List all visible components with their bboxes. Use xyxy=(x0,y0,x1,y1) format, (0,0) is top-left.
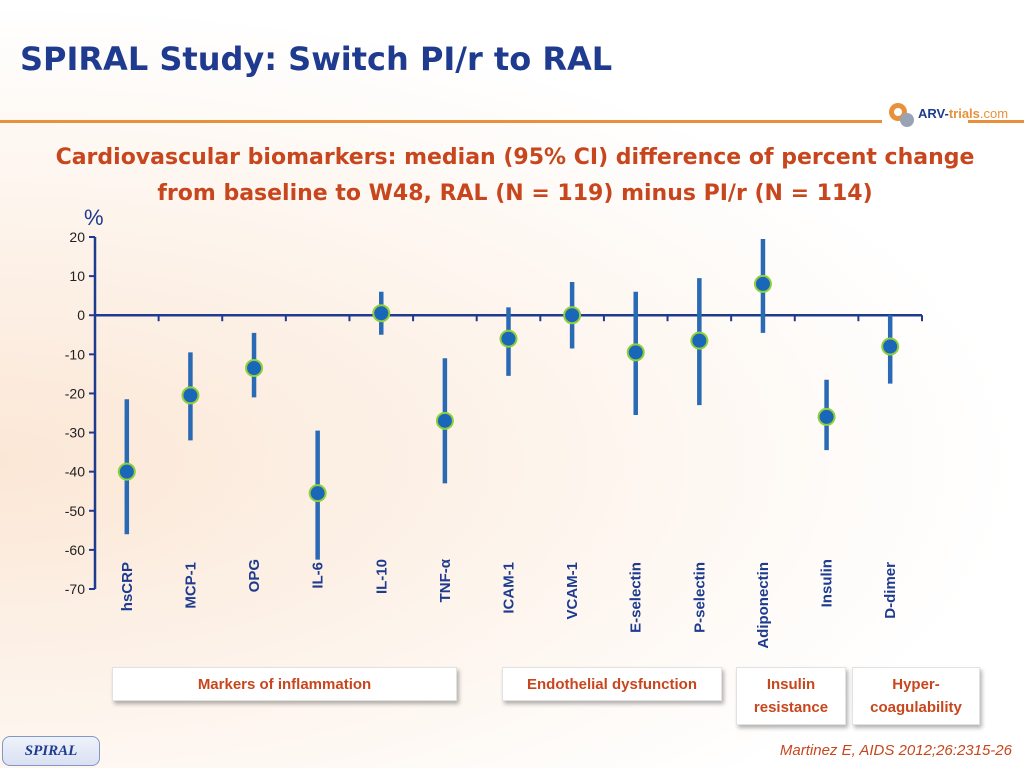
logo-text-arv: ARV- xyxy=(918,106,949,121)
median-point xyxy=(817,407,836,426)
category-label: VCAM-1 xyxy=(564,562,581,620)
header-divider xyxy=(0,120,882,123)
logo-text: ARV-trials.com xyxy=(918,106,1008,121)
group-endothelial-dysfunction: Endothelial dysfunction xyxy=(502,667,722,701)
category-label: OPG xyxy=(246,559,263,592)
y-tick-label: -60 xyxy=(65,542,85,558)
median-point xyxy=(563,306,582,325)
category-label: IL-10 xyxy=(373,559,390,594)
y-tick-label: 0 xyxy=(77,307,85,323)
y-tick-label: -70 xyxy=(65,581,85,597)
category-label: hsCRP xyxy=(119,562,136,611)
category-label: D-dimer xyxy=(882,562,899,619)
header-divider-right xyxy=(968,120,1024,123)
median-point xyxy=(626,343,645,362)
category-label: Insulin xyxy=(819,559,836,607)
category-label: P-selectin xyxy=(691,562,708,633)
median-point xyxy=(181,386,200,405)
logo-text-trials: trials xyxy=(948,106,980,121)
category-label: IL-6 xyxy=(310,562,327,589)
category-label: TNF-α xyxy=(437,558,454,602)
median-point xyxy=(881,337,900,356)
median-point xyxy=(499,329,518,348)
citation: Martinez E, AIDS 2012;26:2315-26 xyxy=(779,742,1012,759)
y-tick-label: -30 xyxy=(65,425,85,441)
logo-mark-icon xyxy=(889,103,914,127)
subtitle-line-1: Cardiovascular biomarkers: median (95% C… xyxy=(55,145,975,170)
median-point xyxy=(117,462,136,481)
biomarker-chart: 20 10 0 -10 -20 -30 -40 -50 -60 -70 hsCRP MCP-1 OPG I… xyxy=(65,229,923,649)
median-point xyxy=(753,274,772,293)
median-point xyxy=(435,411,454,430)
category-label: E-selectin xyxy=(628,562,645,633)
median-point xyxy=(372,304,391,323)
group-label-line-2: coagulability xyxy=(870,699,962,716)
median-point xyxy=(245,359,264,378)
y-tick-label: -50 xyxy=(65,503,85,519)
group-label-line-1: Hyper- xyxy=(892,676,940,693)
group-insulin-resistance: Insulin resistance xyxy=(736,667,846,725)
group-markers-of-inflammation: Markers of inflammation xyxy=(112,667,457,701)
slide-title: SPIRAL Study: Switch PI/r to RAL xyxy=(20,40,613,78)
logo-text-com: .com xyxy=(979,106,1009,121)
group-label: Markers of inflammation xyxy=(197,675,372,693)
subtitle-line-2: from baseline to W48, RAL (N = 119) minu… xyxy=(157,181,873,206)
group-label-line-1: Insulin xyxy=(766,676,816,693)
y-tick-label: 10 xyxy=(69,268,85,284)
study-tag: SPIRAL xyxy=(2,736,100,766)
category-label: ICAM-1 xyxy=(501,562,518,614)
y-tick-label: -20 xyxy=(65,385,85,401)
category-label: MCP-1 xyxy=(182,562,199,609)
y-tick-label: 20 xyxy=(69,229,85,245)
y-tick-label: -10 xyxy=(65,346,85,362)
chart-subtitle: Cardiovascular biomarkers: median (95% C… xyxy=(20,140,1010,212)
arv-trials-logo: ARV-trials.com xyxy=(888,100,1018,132)
median-point xyxy=(690,331,709,350)
group-label: Endothelial dysfunction xyxy=(526,675,697,693)
y-tick-label: -40 xyxy=(65,464,85,480)
median-point xyxy=(308,484,327,503)
group-hyper-coagulability: Hyper- coagulability xyxy=(852,667,980,725)
category-label: Adiponectin xyxy=(755,562,772,649)
group-label-line-2: resistance xyxy=(753,699,829,716)
y-axis-unit-label: % xyxy=(84,205,104,230)
